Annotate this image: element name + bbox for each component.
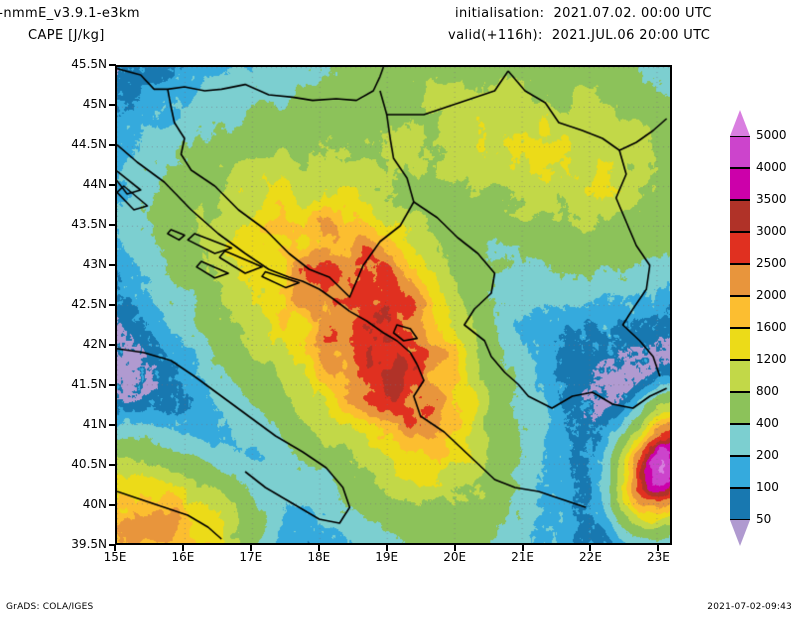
colorbar-max-arrow bbox=[730, 110, 750, 136]
y-axis-tick-label: 43N bbox=[82, 257, 107, 271]
map-plot-area[interactable] bbox=[115, 65, 672, 545]
y-axis-tick-label: 42N bbox=[82, 337, 107, 351]
y-axis-tick-label: 45N bbox=[82, 97, 107, 111]
colorbar-tick-label: 100 bbox=[756, 480, 779, 494]
colorbar: 5000 4000 3500 3000 2500 2000 1600 1200 800 400 20… bbox=[730, 110, 787, 546]
colorbar-tick-label: 5000 bbox=[756, 128, 787, 142]
model-title: f-nmmE_v3.9.1-e3km bbox=[0, 6, 140, 21]
colorbar-band bbox=[730, 424, 750, 456]
colorbar-band bbox=[730, 232, 750, 264]
field-title: CAPE [J/kg] bbox=[28, 28, 105, 43]
y-axis-tick-label: 39.5N bbox=[71, 537, 107, 551]
cape-field-canvas bbox=[117, 67, 670, 543]
colorbar-band bbox=[730, 296, 750, 328]
y-axis-tick-mark bbox=[109, 424, 116, 426]
colorbar-tick-label: 800 bbox=[756, 384, 779, 398]
colorbar-min-arrow bbox=[730, 520, 750, 546]
colorbar-band bbox=[730, 488, 750, 520]
x-axis-tick-label: 21E bbox=[511, 550, 534, 564]
colorbar-band bbox=[730, 360, 750, 392]
x-axis-tick-label: 16E bbox=[171, 550, 195, 564]
colorbar-band bbox=[730, 136, 750, 168]
x-axis-tick-label: 18E bbox=[307, 550, 331, 564]
y-axis-tick-label: 40.5N bbox=[71, 457, 107, 471]
y-axis-tick-mark bbox=[109, 104, 116, 106]
colorbar-band bbox=[730, 168, 750, 200]
y-axis-tick-label: 44N bbox=[82, 177, 107, 191]
x-axis-tick-label: 15E bbox=[103, 550, 127, 564]
colorbar-tick-label: 2000 bbox=[756, 288, 787, 302]
colorbar-tick-label: 1200 bbox=[756, 352, 787, 366]
x-axis-tick-label: 19E bbox=[375, 550, 399, 564]
y-axis-tick-mark bbox=[109, 264, 116, 266]
valid-time: valid(+116h): 2021.JUL.06 20:00 UTC bbox=[448, 28, 711, 43]
footer-credit: GrADS: COLA/IGES bbox=[6, 602, 94, 612]
colorbar-tick-label: 400 bbox=[756, 416, 779, 430]
y-axis-tick-mark bbox=[109, 464, 116, 466]
y-axis-tick-mark bbox=[109, 224, 116, 226]
x-axis-tick-mark bbox=[589, 545, 592, 551]
x-axis-tick-mark bbox=[114, 545, 116, 551]
colorbar-tick-label: 2500 bbox=[756, 256, 787, 270]
x-axis-tick-mark bbox=[453, 545, 456, 551]
colorbar-band bbox=[730, 264, 750, 296]
x-axis-tick-mark bbox=[521, 545, 524, 551]
x-axis-tick-label: 23E bbox=[646, 550, 670, 564]
x-axis-tick-mark bbox=[317, 545, 320, 551]
x-axis-tick-label: 17E bbox=[239, 550, 263, 564]
colorbar-tick-label: 4000 bbox=[756, 160, 787, 174]
x-axis-tick-mark bbox=[385, 545, 388, 551]
y-axis-tick-mark bbox=[109, 384, 116, 386]
colorbar-tick-label: 50 bbox=[756, 512, 772, 526]
colorbar-tick-label: 3500 bbox=[756, 192, 787, 206]
y-axis-tick-label: 44.5N bbox=[71, 137, 107, 151]
y-axis-tick-label: 41N bbox=[82, 417, 107, 431]
y-axis-tick-label: 41.5N bbox=[71, 377, 107, 391]
y-axis-tick-mark bbox=[109, 184, 116, 186]
colorbar-tick-label: 1600 bbox=[756, 320, 787, 334]
colorbar-band bbox=[730, 200, 750, 232]
colorbar-tick-label: 3000 bbox=[756, 224, 787, 238]
colorbar-band bbox=[730, 328, 750, 360]
initialisation-time: initialisation: 2021.07.02. 00:00 UTC bbox=[455, 6, 712, 21]
footer-timestamp: 2021-07-02-09:43 bbox=[707, 602, 792, 612]
colorbar-band bbox=[730, 456, 750, 488]
colorbar-band bbox=[730, 392, 750, 424]
x-axis-tick-mark bbox=[181, 545, 184, 551]
y-axis-tick-label: 43.5N bbox=[71, 217, 107, 231]
colorbar-tick-label: 200 bbox=[756, 448, 779, 462]
y-axis-tick-mark bbox=[109, 304, 116, 306]
x-axis-tick-mark bbox=[249, 545, 252, 551]
x-axis-tick-mark bbox=[657, 545, 660, 551]
y-axis-tick-mark bbox=[109, 504, 116, 506]
y-axis-tick-label: 40N bbox=[82, 497, 107, 511]
x-axis-tick-label: 20E bbox=[443, 550, 467, 564]
x-axis-tick-label: 22E bbox=[579, 550, 602, 564]
y-axis-tick-mark bbox=[109, 64, 116, 66]
y-axis-tick-mark bbox=[109, 544, 116, 546]
y-axis-tick-mark bbox=[109, 344, 116, 346]
y-axis-tick-label: 45.5N bbox=[71, 57, 107, 71]
y-axis-tick-mark bbox=[109, 144, 116, 146]
y-axis-tick-label: 42.5N bbox=[71, 297, 107, 311]
